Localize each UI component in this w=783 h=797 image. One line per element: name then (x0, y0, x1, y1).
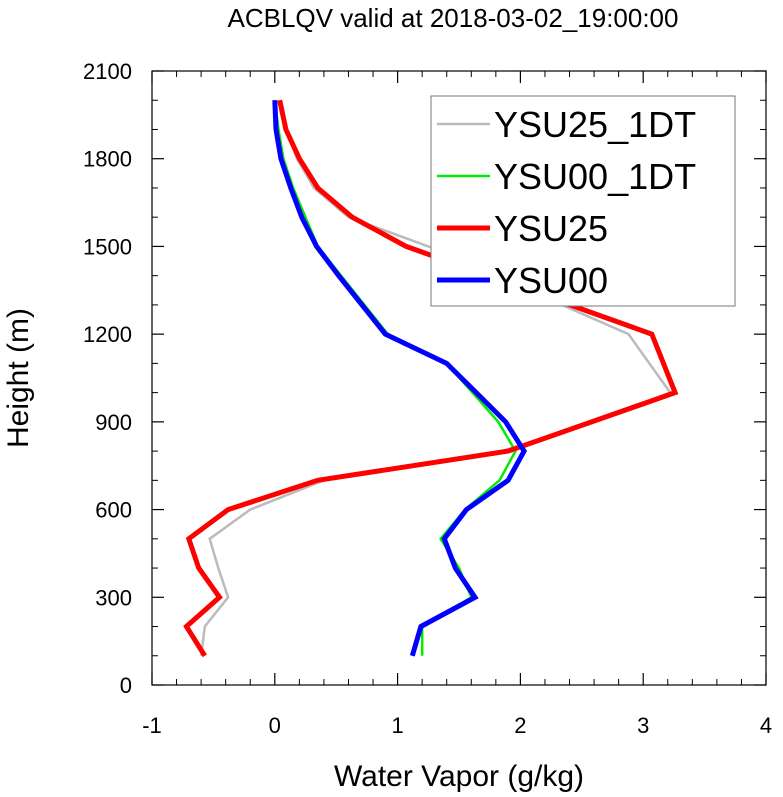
legend-label: YSU00 (494, 260, 608, 301)
legend-box (430, 95, 736, 307)
x-tick-label: 2 (514, 713, 526, 738)
legend-label: YSU00_1DT (494, 156, 696, 197)
y-tick-label: 1200 (83, 322, 132, 347)
x-axis-label: Water Vapor (g/kg) (334, 760, 584, 793)
y-axis-label: Height (m) (2, 308, 35, 448)
series-line-3 (183, 99, 679, 658)
y-tick-label: 1500 (83, 234, 132, 259)
y-tick-label: 2100 (83, 59, 132, 84)
legend-label: YSU25 (494, 208, 608, 249)
y-tick-label: 300 (95, 585, 132, 610)
y-tick-label: 600 (95, 498, 132, 523)
axis-ticks: -1 0 1 2 3 4 0 300 600 900 1200 1500 1800 2100 (83, 59, 772, 738)
x-tick-label: -1 (142, 713, 162, 738)
x-tick-label: 4 (760, 713, 772, 738)
legend-label: YSU25_1DT (494, 104, 696, 145)
series-layer (183, 99, 679, 658)
plot-frame (151, 70, 767, 686)
x-tick-label: 1 (391, 713, 403, 738)
y-tick-label: 0 (120, 673, 132, 698)
y-tick-label: 1800 (83, 147, 132, 172)
x-tick-label: 3 (637, 713, 649, 738)
legend: YSU25_1DT YSU00_1DT YSU25 YSU00 (430, 95, 736, 307)
x-tick-label: 0 (269, 713, 281, 738)
chart-title: ACBLQV valid at 2018-03-02_19:00:00 (228, 3, 679, 33)
y-tick-label: 900 (95, 410, 132, 435)
series-line-4 (272, 100, 527, 657)
